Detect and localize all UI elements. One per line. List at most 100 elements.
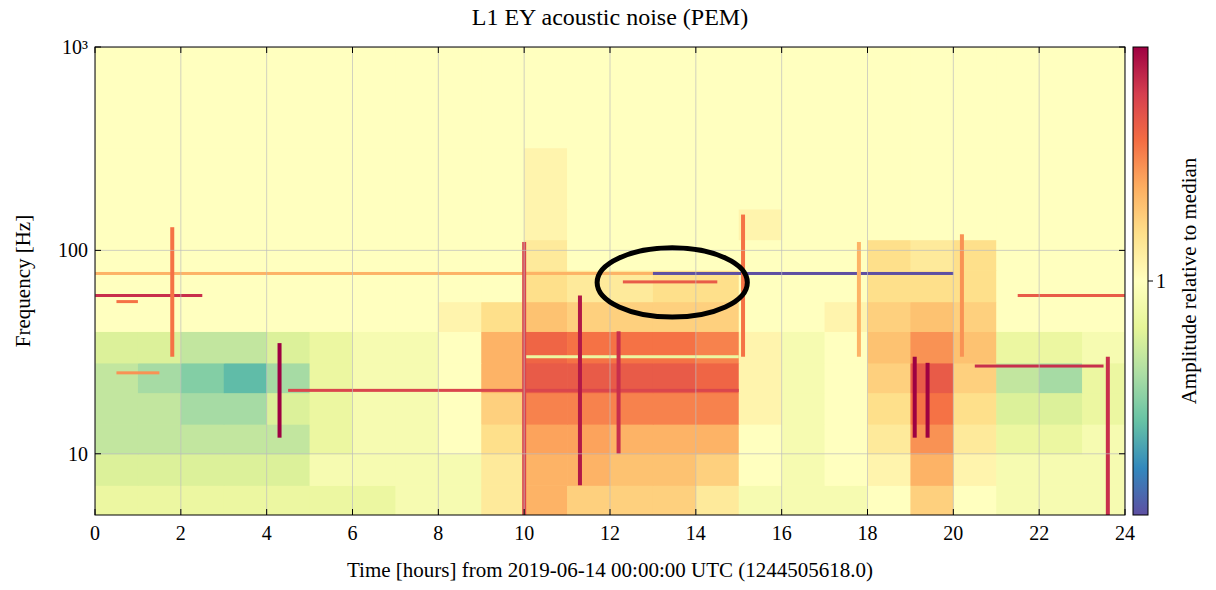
heatmap-cell (1082, 148, 1125, 210)
heatmap-cell (181, 47, 225, 148)
x-tick (524, 509, 525, 515)
heatmap-cell (953, 270, 997, 302)
heatmap-cell (267, 485, 311, 515)
heatmap-cell (696, 363, 740, 393)
y-axis-title: Frequency [Hz] (11, 215, 35, 347)
heatmap-cell (610, 331, 654, 363)
heatmap-cell (395, 454, 439, 486)
heatmap-cell (138, 363, 182, 393)
heatmap-cell (910, 209, 954, 240)
heatmap-cell (610, 209, 654, 240)
transient (926, 363, 930, 438)
heatmap-cell (868, 363, 912, 393)
heatmap-cell (267, 393, 311, 425)
heatmap-cell (138, 148, 182, 210)
heatmap-cell (868, 240, 912, 271)
heatmap-cell (181, 363, 225, 393)
heatmap-cell (953, 331, 997, 363)
heatmap-cell (481, 302, 525, 332)
x-tick-top (438, 47, 439, 53)
heatmap-cell (310, 148, 354, 210)
heatmap-cell (696, 454, 740, 486)
heatmap-cell (996, 424, 1040, 454)
heatmap-cell (782, 148, 826, 210)
heatmap-cell (1039, 240, 1083, 271)
heatmap-cell (567, 331, 611, 363)
heatmap-cell (181, 485, 225, 515)
heatmap-cell (739, 209, 783, 240)
colorbar-tick (1148, 281, 1153, 282)
heatmap-cell (825, 393, 869, 425)
heatmap-cell (524, 47, 568, 148)
heatmap-cell (567, 209, 611, 240)
spectral-line (116, 371, 159, 374)
heatmap-cell (910, 47, 954, 148)
x-tick-label: 10 (514, 522, 534, 544)
heatmap-cell (481, 209, 525, 240)
x-tick-top (180, 47, 181, 53)
x-tick (781, 509, 782, 515)
heatmap-cell (267, 331, 311, 363)
heatmap-cell (138, 485, 182, 515)
heatmap-cell (95, 485, 139, 515)
heatmap-cell (1082, 331, 1125, 363)
heatmap-cell (782, 302, 826, 332)
x-tick-top (1125, 47, 1126, 53)
heatmap-cell (782, 209, 826, 240)
heatmap-cell (481, 240, 525, 271)
heatmap-cell (524, 485, 568, 515)
heatmap-cell (95, 424, 139, 454)
x-tick-label: 2 (176, 522, 186, 544)
y-tick-label: 100 (58, 239, 88, 261)
heatmap-cell (524, 209, 568, 240)
x-axis-title: Time [hours] from 2019-06-14 00:00:00 UT… (347, 558, 873, 582)
x-tick-label: 16 (772, 522, 792, 544)
heatmap-cell (310, 209, 354, 240)
heatmap-cell (1039, 393, 1083, 425)
heatmap-cell (910, 485, 954, 515)
heatmap-cell (996, 270, 1040, 302)
heatmap-cell (353, 424, 397, 454)
heatmap-cell (138, 240, 182, 271)
heatmap-cell (567, 424, 611, 454)
heatmap-cell (739, 393, 783, 425)
heatmap-cell (1082, 240, 1125, 271)
heatmap-cell (1039, 485, 1083, 515)
heatmap-cell (353, 393, 397, 425)
heatmap-cell (953, 454, 997, 486)
plot-frame (95, 47, 1125, 515)
heatmap-cell (438, 148, 482, 210)
heatmap-cell (138, 393, 182, 425)
heatmap-cell (95, 363, 139, 393)
heatmap-cell (953, 47, 997, 148)
x-tick-top (695, 47, 696, 53)
heatmap-cell (267, 240, 311, 271)
heatmap-cell (782, 485, 826, 515)
grid-line-y (95, 453, 1125, 454)
heatmap-cell (310, 424, 354, 454)
heatmap-cell (868, 148, 912, 210)
heatmap-cell (696, 485, 740, 515)
heatmap-cell (438, 393, 482, 425)
heatmap-cell (524, 393, 568, 425)
y-tick-right (1119, 47, 1125, 48)
heatmap-cell (267, 47, 311, 148)
heatmap-cell (138, 331, 182, 363)
heatmap-cell (95, 209, 139, 240)
heatmap-cell (739, 47, 783, 148)
x-tick-label: 4 (262, 522, 272, 544)
heatmap-cell (953, 485, 997, 515)
highlight-ellipse (597, 248, 747, 317)
heatmap-cell (353, 485, 397, 515)
heatmap-cell (696, 331, 740, 363)
heatmap-cell (181, 209, 225, 240)
grid-line-x (610, 47, 611, 515)
heatmap-cell (868, 302, 912, 332)
heatmap-cell (653, 424, 697, 454)
heatmap-cell (910, 424, 954, 454)
heatmap-cell (653, 363, 697, 393)
heatmap-cell (524, 454, 568, 486)
heatmap-cell (653, 148, 697, 210)
heatmap-cell (481, 485, 525, 515)
heatmap-cell (438, 302, 482, 332)
